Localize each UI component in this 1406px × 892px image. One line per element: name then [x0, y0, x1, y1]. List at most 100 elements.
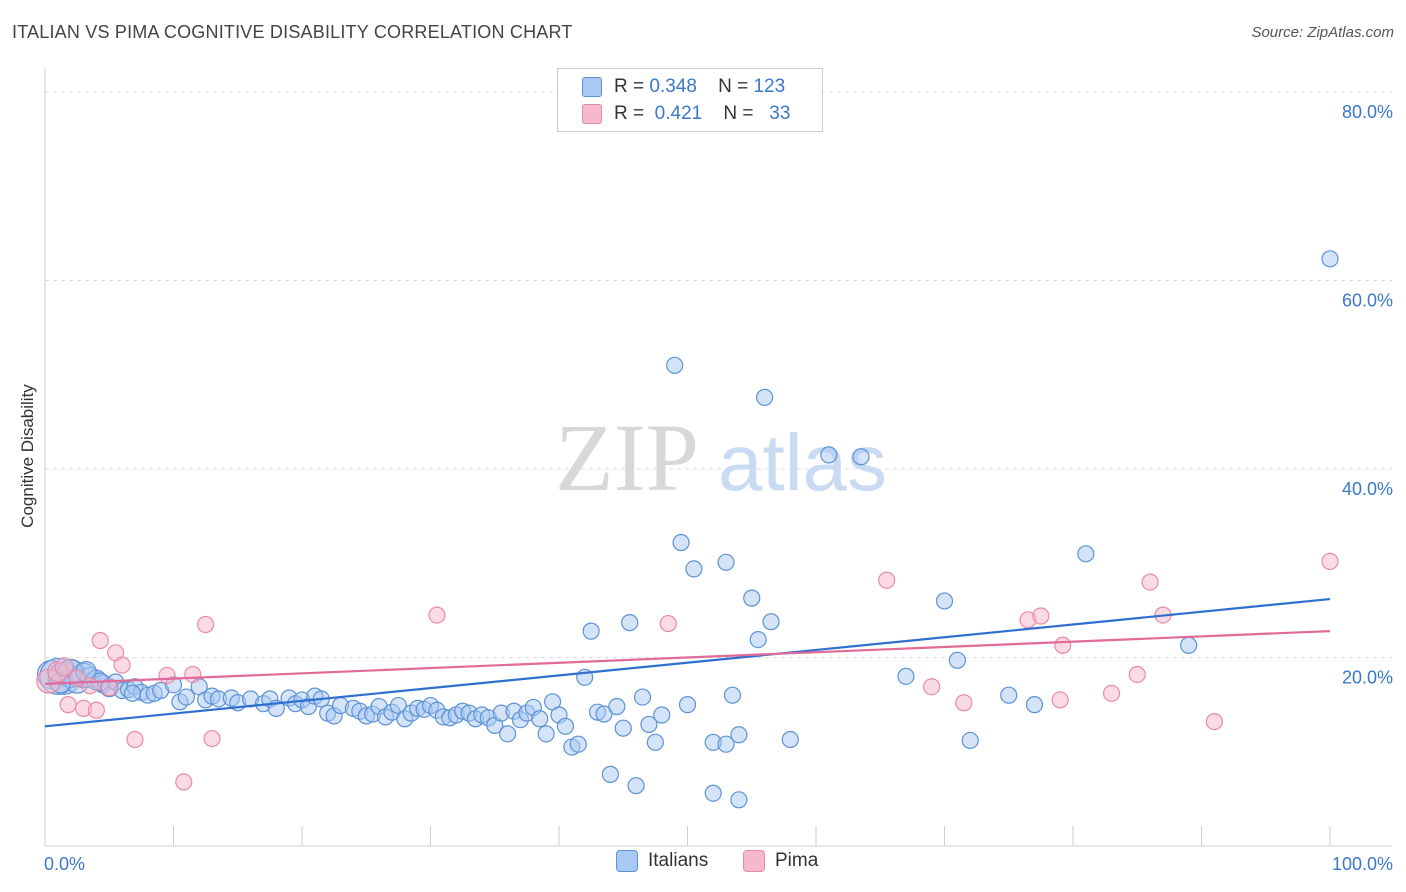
- series-legend-pima[interactable]: Pima: [743, 850, 818, 872]
- y-tick-label: 20.0%: [1342, 668, 1393, 688]
- pima-point: [81, 677, 99, 695]
- legend-n-value: 123: [753, 76, 786, 97]
- axes: [44, 68, 1392, 847]
- legend-swatch-pima: [582, 104, 602, 124]
- pima-point: [158, 666, 176, 685]
- italians-point: [582, 622, 600, 640]
- italians-point: [1025, 696, 1044, 714]
- italians-point: [717, 553, 735, 571]
- italians-point: [1000, 686, 1018, 704]
- pima-point: [197, 615, 215, 634]
- correlation-legend: R = 0.348 N = 123 R = 0.421 N = 33: [557, 68, 823, 132]
- y-tick-label: 60.0%: [1342, 291, 1393, 311]
- italians-point: [666, 356, 684, 374]
- trend-lines: [44, 597, 1331, 728]
- italians-point: [1180, 636, 1198, 654]
- italians-point: [1077, 545, 1095, 563]
- grid-lines: [45, 91, 1392, 658]
- pima-point: [87, 701, 106, 719]
- italians-point: [614, 719, 632, 737]
- italians-point: [640, 715, 658, 734]
- italians-point: [646, 733, 664, 751]
- italians-swatch: [616, 850, 638, 872]
- tick-labels: 20.0% 40.0% 60.0% 80.0% 0.0% 100.0%: [44, 102, 1393, 874]
- italians-point: [672, 533, 690, 552]
- italians-points: [36, 250, 1339, 809]
- italians-point: [935, 592, 954, 610]
- pima-point: [428, 606, 446, 624]
- legend-r-value: 0.348: [649, 76, 697, 97]
- pima-points: [36, 552, 1339, 791]
- y-tick-label: 80.0%: [1342, 102, 1393, 122]
- pima-point: [1102, 684, 1121, 702]
- legend-r-value: 0.421: [654, 103, 703, 124]
- pima-point: [1128, 665, 1146, 684]
- pima-point: [91, 631, 109, 650]
- italians-point: [730, 726, 748, 744]
- italians-point: [820, 446, 838, 464]
- italians-point: [704, 784, 722, 802]
- italians-point: [537, 725, 555, 743]
- pima-point: [659, 614, 677, 633]
- legend-swatch-italians: [582, 77, 602, 97]
- x-tick-label: 100.0%: [1332, 854, 1393, 874]
- italians-trend-line: [44, 597, 1331, 728]
- italians-point: [531, 710, 549, 728]
- italians-point: [1321, 250, 1339, 268]
- pima-point: [955, 694, 973, 712]
- legend-r-label: R =: [614, 76, 645, 97]
- italians-point: [499, 725, 517, 743]
- pima-point: [1054, 636, 1072, 654]
- italians-point: [781, 730, 799, 749]
- watermark: ZIP atlas: [555, 404, 887, 511]
- italians-point: [961, 731, 979, 750]
- italians-point: [730, 791, 748, 809]
- italians-point: [627, 777, 645, 795]
- series-legend-italians[interactable]: Italians: [616, 850, 708, 872]
- legend-n-label: N =: [718, 76, 749, 97]
- legend-n-value: 33: [769, 103, 791, 124]
- legend-n-label: N =: [723, 103, 754, 124]
- italians-point: [749, 630, 767, 649]
- watermark-zip: ZIP: [555, 404, 699, 511]
- italians-point: [755, 388, 774, 406]
- pima-point: [1032, 607, 1050, 625]
- pima-point: [59, 696, 77, 714]
- legend-row-pima: R = 0.421 N = 33: [582, 101, 790, 127]
- italians-point: [556, 717, 575, 735]
- italians-point: [743, 589, 761, 607]
- italians-point: [595, 705, 613, 723]
- pima-point: [203, 729, 221, 748]
- italians-point: [723, 686, 742, 704]
- x-tick-label: 0.0%: [44, 854, 85, 874]
- italians-point: [685, 560, 703, 578]
- italians-point: [678, 696, 697, 714]
- pima-point: [1321, 552, 1339, 570]
- italians-point: [601, 765, 620, 783]
- pima-point: [54, 657, 74, 677]
- y-tick-label: 40.0%: [1342, 479, 1393, 499]
- italians-point: [852, 448, 870, 466]
- pima-point: [878, 571, 896, 589]
- pima-point: [1141, 573, 1159, 591]
- pima-point: [126, 730, 144, 749]
- pima-point: [184, 665, 202, 684]
- pima-swatch: [743, 850, 765, 872]
- italians-point: [717, 735, 735, 753]
- pima-point: [100, 679, 118, 697]
- italians-point: [123, 684, 141, 702]
- pima-trend-line: [44, 630, 1331, 685]
- italians-point: [608, 697, 626, 716]
- pima-point: [1205, 712, 1223, 731]
- italians-point: [762, 613, 780, 631]
- pima-point: [923, 678, 941, 696]
- pima-point: [113, 656, 131, 674]
- pima-legend-label: Pima: [775, 850, 819, 871]
- italians-point: [948, 651, 966, 669]
- italians-point: [177, 688, 195, 706]
- chart-source: Source: ZipAtlas.com: [1251, 24, 1394, 41]
- pima-point: [1051, 691, 1069, 709]
- italians-legend-label: Italians: [648, 850, 709, 871]
- legend-r-label: R =: [614, 103, 645, 124]
